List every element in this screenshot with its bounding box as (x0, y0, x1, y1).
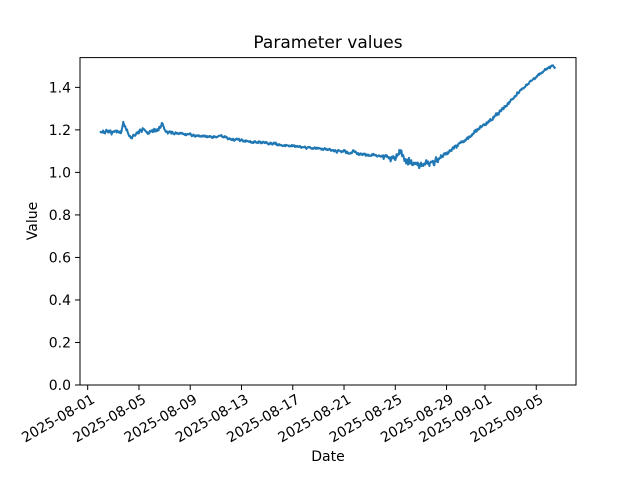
plot-frame (79, 57, 577, 386)
chart-title: Parameter values (253, 33, 403, 53)
y-tick-label: 1.0 (49, 165, 71, 181)
data-line-parameter-value (99, 64, 556, 170)
y-tick-label: 0.4 (49, 293, 71, 309)
y-tick-label: 1.4 (49, 80, 71, 96)
y-tick-label: 0.0 (49, 378, 71, 394)
y-axis-label: Value (25, 201, 41, 241)
y-tick-label: 0.8 (49, 208, 71, 224)
y-tick-label: 1.2 (49, 123, 71, 139)
y-tick-label: 0.2 (49, 335, 71, 351)
x-axis-label: Date (311, 449, 345, 465)
y-tick-label: 0.6 (49, 250, 71, 266)
